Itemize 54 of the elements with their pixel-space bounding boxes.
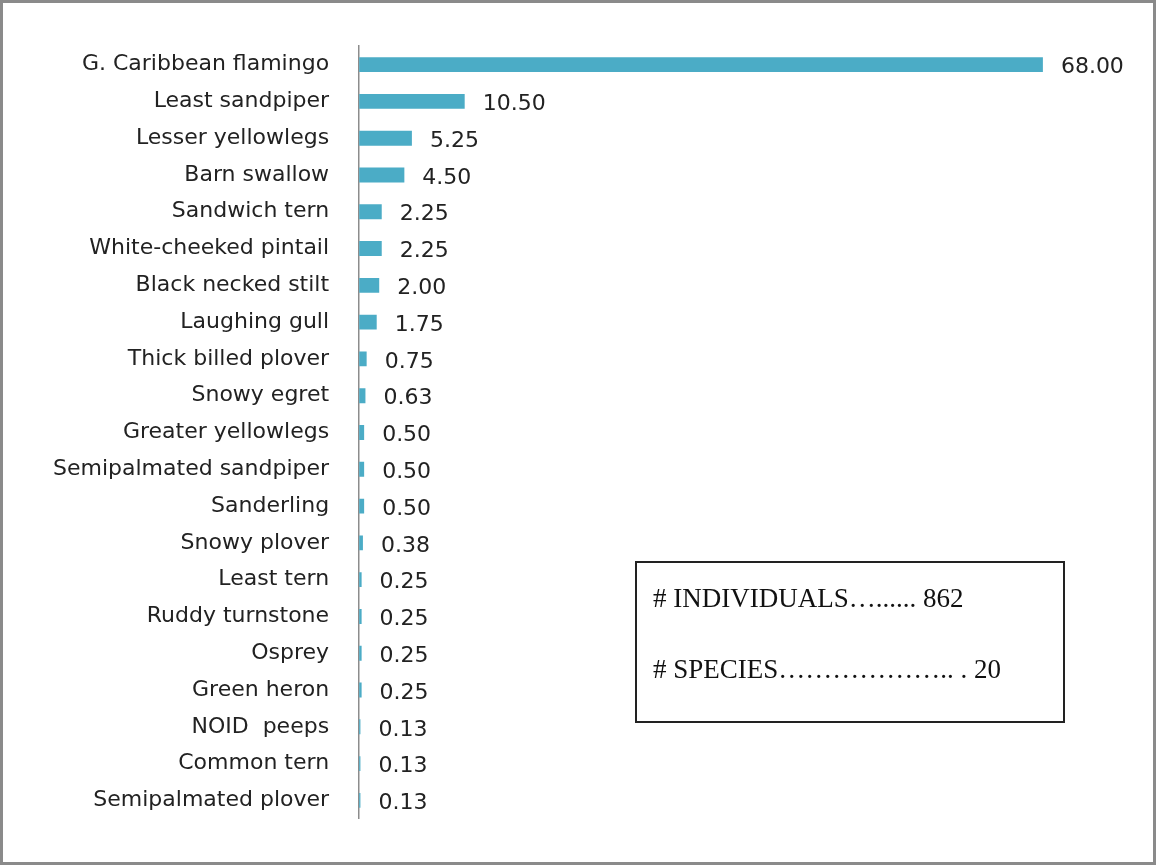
y-tick-label: Sandwich tern — [171, 197, 330, 223]
annotation: # SPECIES……………….. . 20 — [653, 654, 1003, 685]
y-tick-label: Sanderling — [211, 491, 330, 517]
y-tick-label: G. Caribbean flamingo — [81, 50, 330, 76]
y-tick-label: Laughing gull — [180, 307, 330, 333]
data-label: 0.50 — [382, 421, 432, 447]
bar — [359, 130, 412, 146]
bar — [359, 57, 1043, 73]
bar — [359, 204, 382, 220]
y-tick-label: Green heron — [192, 675, 330, 701]
data-label: 0.13 — [378, 789, 428, 815]
y-tick-label: NOID peeps — [191, 712, 330, 738]
data-label: 0.13 — [378, 715, 428, 741]
data-label: 2.25 — [399, 237, 449, 263]
bar — [359, 351, 367, 367]
data-label: 5.25 — [429, 126, 479, 152]
data-label: 10.50 — [482, 90, 546, 116]
text-box: # INDIVIDUALS…...... 862 # SPECIES……………….. . 20 — [635, 561, 1065, 723]
data-label: 4.50 — [422, 163, 472, 189]
annotation: # INDIVIDUALS…...... 862 — [653, 583, 965, 614]
bar — [359, 314, 377, 330]
y-tick-label: Semipalmated sandpiper — [53, 455, 331, 481]
bar — [359, 241, 382, 256]
y-tick-label: Greater yellowlegs — [122, 418, 330, 444]
bar — [359, 277, 380, 293]
y-tick-label: Semipalmated plover — [93, 786, 331, 812]
data-label: 0.25 — [379, 605, 429, 631]
data-label: 2.25 — [399, 200, 449, 226]
y-tick-label: Least sandpiper — [153, 87, 331, 113]
data-label: 0.38 — [380, 531, 430, 557]
y-tick-label: Black necked stilt — [135, 271, 330, 297]
data-label: 1.75 — [394, 310, 444, 336]
y-tick-label: Ruddy turnstone — [146, 602, 330, 628]
y-tick-label: Barn swallow — [184, 160, 330, 186]
data-label: 0.63 — [383, 384, 433, 410]
y-tick-label: Snowy egret — [191, 381, 330, 407]
data-label: 0.25 — [379, 641, 429, 667]
bar — [359, 93, 465, 109]
data-label: 0.13 — [378, 752, 428, 778]
data-label: 0.25 — [379, 568, 429, 594]
data-label: 2.00 — [397, 274, 447, 300]
y-tick-label: Snowy plover — [180, 528, 331, 554]
y-tick-label: Thick billed plover — [126, 344, 331, 370]
data-label: 0.50 — [382, 494, 432, 520]
bar — [359, 167, 405, 183]
y-tick-label: Lesser yellowlegs — [135, 123, 330, 149]
y-tick-label: White-cheeked pintail — [89, 234, 330, 260]
data-label: 0.25 — [379, 678, 429, 704]
y-tick-label: Common tern — [178, 749, 330, 775]
data-label: 68.00 — [1060, 53, 1124, 79]
data-label: 0.50 — [382, 458, 432, 484]
data-label: 0.75 — [384, 347, 434, 373]
y-tick-label: Least tern — [218, 565, 330, 591]
y-tick-label: Osprey — [251, 638, 330, 664]
